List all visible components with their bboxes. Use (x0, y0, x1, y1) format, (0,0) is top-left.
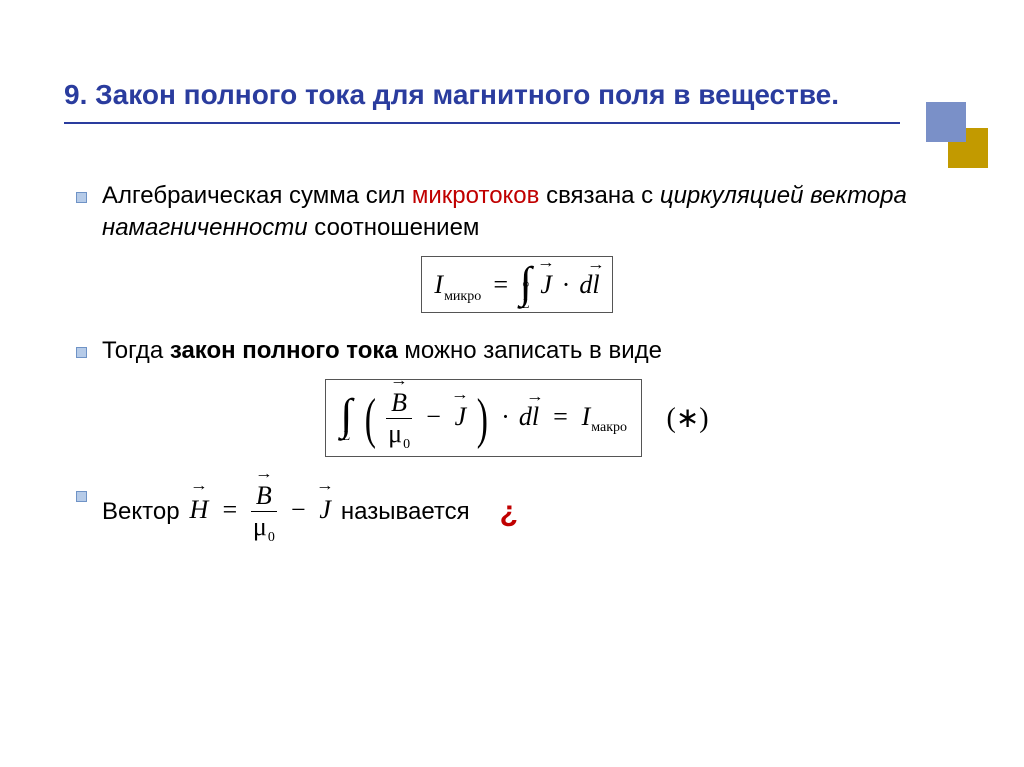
equation-1-row: Iмикро = ∫ L J · dl (74, 256, 960, 312)
b2-text-bold: закон полного тока (170, 337, 398, 364)
b2-text-pre: Тогда (102, 337, 170, 364)
b3-text-post: называется (341, 496, 470, 528)
title-underline: 9. Закон полного тока для магнитного пол… (64, 78, 900, 124)
eq3-eq: = (215, 495, 245, 524)
eq2-den-sym: μ (388, 419, 402, 448)
equation-3: H = B μ0 − J (190, 479, 331, 545)
eq2-vec-J: J (455, 400, 467, 430)
b1-text-mid: связана с (539, 182, 659, 209)
eq1-lhs-var: I (434, 270, 443, 299)
slide: 9. Закон полного тока для магнитного пол… (0, 0, 1024, 767)
b1-text-pre: Алгебраическая сумма сил (102, 182, 412, 209)
eq2-rhs-sub: макро (590, 420, 627, 435)
eq2-dl: l (532, 402, 539, 430)
b3-question-mark: ¿ (500, 492, 518, 533)
b3-text-pre: Вектор (102, 496, 180, 528)
b2-text-post: можно записать в виде (398, 337, 662, 364)
equation-1: Iмикро = ∫ L J · dl (421, 256, 612, 312)
eq3-minus: − (283, 495, 313, 524)
content-area: Алгебраическая сумма сил микротоков связ… (64, 180, 960, 546)
eq3-frac: B μ0 (251, 479, 277, 545)
b1-text-post: соотношением (308, 214, 480, 241)
eq1-vec-J: J (540, 268, 552, 298)
corner-decoration (898, 90, 988, 168)
eq2-den-sub: 0 (402, 437, 410, 452)
eq1-oint: ∫ L (520, 263, 532, 311)
eq2-eq: = (546, 402, 576, 431)
eq2-num-vec: B (391, 386, 407, 416)
body-list-2: Тогда закон полного тока можно записать … (74, 335, 960, 367)
eq1-d: d (579, 270, 592, 299)
eq2-minus: − (419, 402, 449, 431)
eq2-dot: · (498, 402, 513, 431)
bullet-2: Тогда закон полного тока можно записать … (74, 335, 960, 367)
eq2-marker: (∗) (667, 401, 709, 435)
eq3-vec-J: J (319, 488, 331, 527)
eq1-dl: l (592, 270, 599, 298)
equation-2: ∫ L ( B μ0 − J ) · dl = Iмакро (325, 379, 642, 457)
eq3-lhs-vec: H (190, 488, 209, 527)
title-block: 9. Закон полного тока для магнитного пол… (64, 78, 960, 124)
eq1-dot: · (558, 270, 573, 299)
bullet-3: Вектор H = B μ0 − J называется ¿ (74, 479, 960, 545)
eq3-num-vec: B (256, 479, 272, 509)
eq2-rhs-var: I (582, 402, 591, 431)
equation-2-row: ∫ L ( B μ0 − J ) · dl = Iмакро (∗) (74, 379, 960, 457)
eq1-lhs-sub: микро (443, 289, 481, 304)
body-list-3: Вектор H = B μ0 − J называется ¿ (74, 479, 960, 545)
eq1-eq: = (488, 270, 514, 299)
eq2-int: ∫ L (340, 395, 352, 443)
bullet-1: Алгебраическая сумма сил микротоков связ… (74, 180, 960, 245)
eq3-den-sym: μ (253, 512, 267, 541)
b1-text-red: микротоков (412, 182, 540, 209)
body-list: Алгебраическая сумма сил микротоков связ… (74, 180, 960, 245)
deco-square-blue (926, 102, 966, 142)
eq3-den-sub: 0 (267, 530, 275, 545)
eq2-d: d (519, 402, 532, 431)
slide-title: 9. Закон полного тока для магнитного пол… (64, 78, 900, 112)
eq2-frac: B μ0 (386, 386, 412, 452)
